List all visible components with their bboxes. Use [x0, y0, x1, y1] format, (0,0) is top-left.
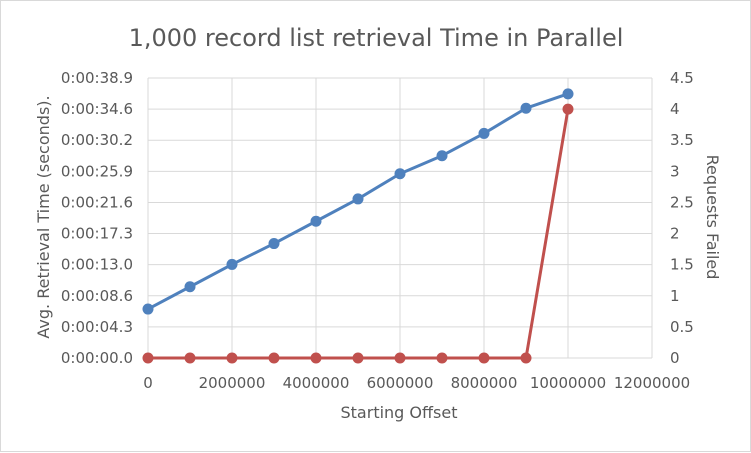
data-point-2 [520, 352, 532, 364]
y2-axis-title: Requests Failed [703, 155, 722, 280]
y-tick-label: 0:00:17.3 [61, 225, 133, 243]
data-point-2 [184, 352, 196, 364]
data-point-2 [142, 352, 154, 364]
series [142, 88, 574, 364]
y2-tick-label: 3.5 [670, 131, 694, 149]
y2-tick-label: 4.5 [670, 69, 694, 87]
y2-tick-label: 1.5 [670, 256, 694, 274]
y-tick-label: 0:00:08.6 [61, 287, 133, 305]
y2-tick-label: 2.5 [670, 193, 694, 211]
y-tick-label: 0:00:00.0 [61, 349, 133, 367]
data-point-1 [478, 127, 490, 139]
x-tick-label: 4000000 [283, 374, 350, 392]
data-point-1 [310, 215, 322, 227]
data-point-1 [436, 150, 448, 162]
data-point-1 [394, 168, 406, 180]
data-point-1 [226, 258, 238, 270]
chart-title: 1,000 record list retrieval Time in Para… [129, 24, 624, 52]
x-tick-label: 8000000 [451, 374, 518, 392]
data-point-2 [478, 352, 490, 364]
grid [147, 77, 653, 359]
y-tick-label: 0:00:38.9 [61, 69, 133, 87]
data-point-1 [562, 88, 574, 100]
x-tick-label: 10000000 [530, 374, 606, 392]
x-tick-label: 6000000 [367, 374, 434, 392]
x-axis-title: Starting Offset [341, 403, 458, 422]
y2-tick-label: 1 [670, 287, 680, 305]
x-tick-label: 2000000 [199, 374, 266, 392]
data-point-1 [520, 102, 532, 114]
y2-tick-label: 0 [670, 349, 680, 367]
x-tick-label: 12000000 [614, 374, 690, 392]
data-point-1 [268, 238, 280, 250]
y2-tick-label: 4 [670, 100, 680, 118]
y-axis-title: Avg. Retrieval Time (seconds). [34, 95, 53, 338]
x-tick-label: 0 [143, 374, 153, 392]
data-point-2 [352, 352, 364, 364]
data-point-2 [394, 352, 406, 364]
y2-tick-label: 0.5 [670, 318, 694, 336]
data-point-2 [268, 352, 280, 364]
data-point-2 [310, 352, 322, 364]
y-tick-label: 0:00:34.6 [61, 100, 133, 118]
tick-labels: 0:00:00.0 0:00:04.3 0:00:08.6 0:00:13.0 0:00… [61, 69, 694, 392]
y-tick-label: 0:00:30.2 [61, 131, 133, 149]
y2-tick-label: 2 [670, 225, 680, 243]
data-point-2 [226, 352, 238, 364]
data-point-2 [436, 352, 448, 364]
data-point-1 [184, 281, 196, 293]
y2-tick-label: 3 [670, 162, 680, 180]
y-tick-label: 0:00:04.3 [61, 318, 133, 336]
data-point-1 [142, 303, 154, 315]
data-point-1 [352, 193, 364, 205]
data-point-2 [562, 103, 574, 115]
y-tick-label: 0:00:21.6 [61, 193, 133, 211]
y-tick-label: 0:00:13.0 [61, 256, 133, 274]
y-tick-label: 0:00:25.9 [61, 162, 133, 180]
